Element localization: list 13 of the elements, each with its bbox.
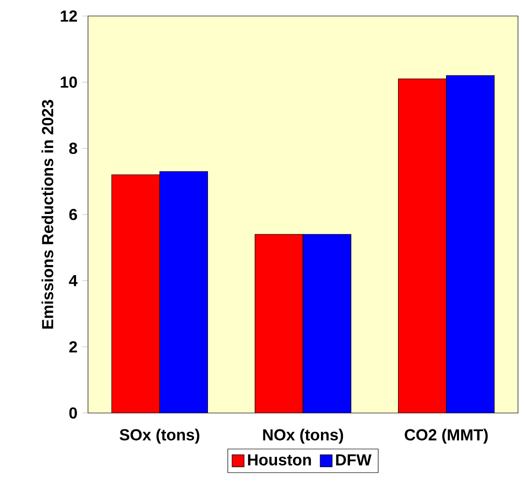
y-tick-label: 10 [60,76,77,88]
y-tick-label: 6 [69,208,78,220]
y-tick-label: 2 [69,341,77,352]
y-tick-label: 12 [60,10,77,22]
y-axis-title: Emissions Reductions in 2023 [42,100,54,329]
x-tick-label: SOx (tons) [120,428,200,444]
y-tick-label: 4 [68,275,78,286]
y-tick-label: 0 [69,407,77,419]
legend-label: DFW [336,454,372,466]
x-tick-label: NOx (tons) [263,428,344,444]
y-tick-label: 8 [69,142,78,154]
x-tick-label: CO2 (MMT) [404,428,488,444]
legend-label: Houston [248,454,311,466]
